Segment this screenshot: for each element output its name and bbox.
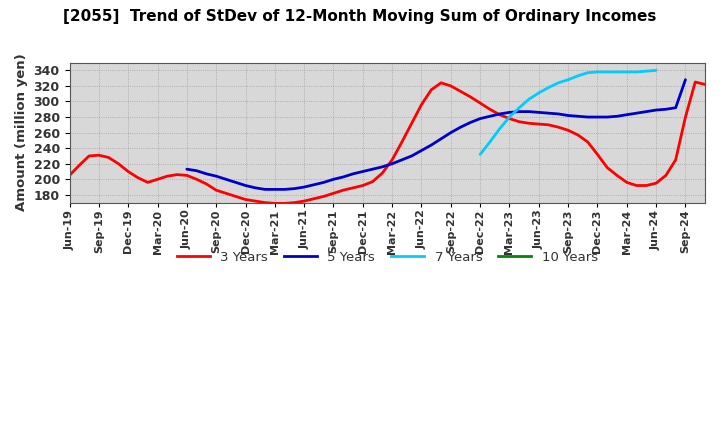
Text: [2055]  Trend of StDev of 12-Month Moving Sum of Ordinary Incomes: [2055] Trend of StDev of 12-Month Moving… xyxy=(63,9,657,24)
Y-axis label: Amount (million yen): Amount (million yen) xyxy=(15,54,28,212)
Legend: 3 Years, 5 Years, 7 Years, 10 Years: 3 Years, 5 Years, 7 Years, 10 Years xyxy=(171,245,603,269)
